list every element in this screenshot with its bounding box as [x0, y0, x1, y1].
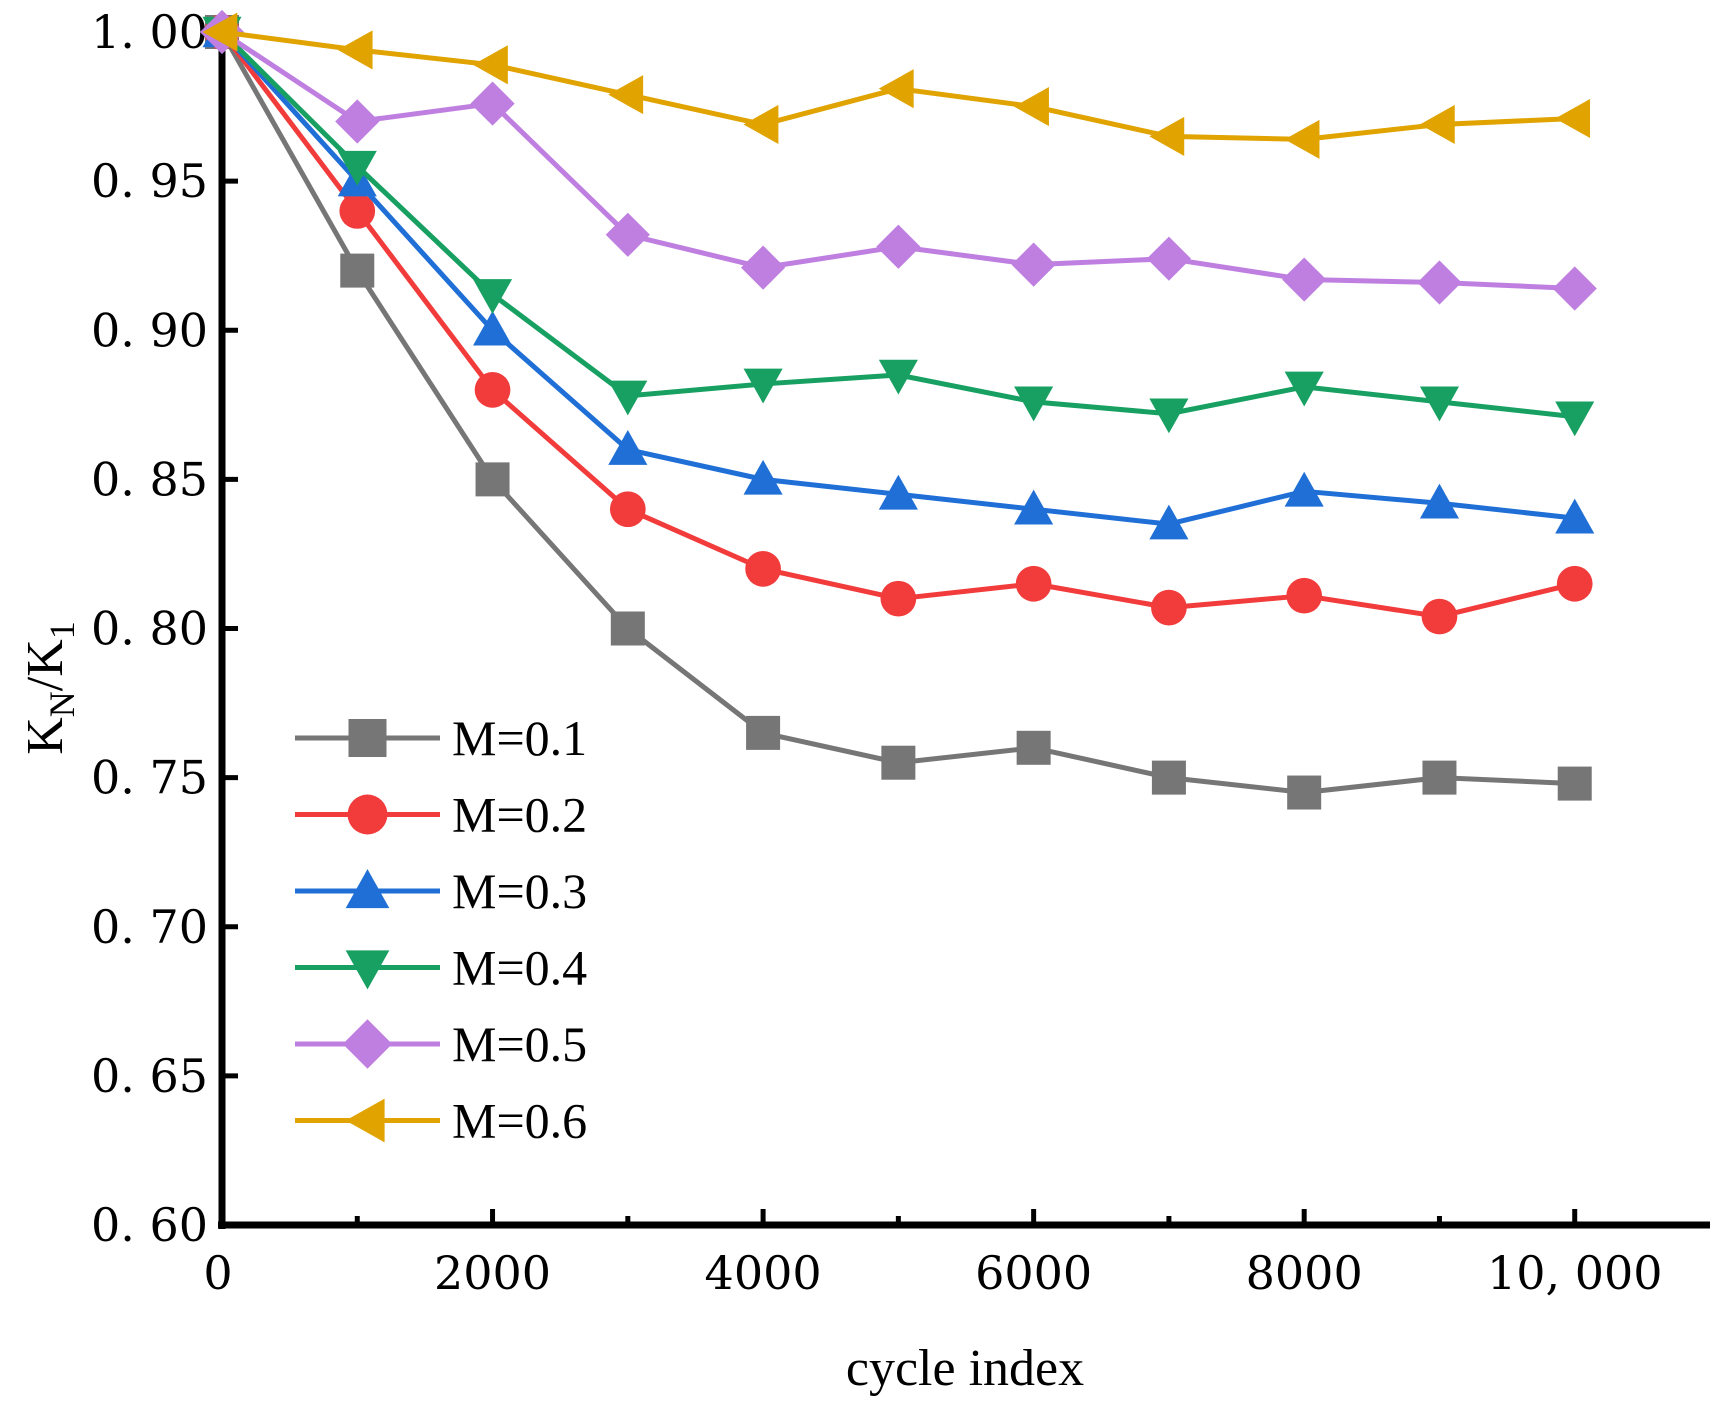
legend-marker — [348, 795, 388, 835]
data-point — [879, 69, 914, 108]
data-point — [473, 279, 512, 314]
data-point — [340, 254, 374, 288]
y-tick-label: 0. 80 — [91, 602, 208, 656]
series-M-0_2 — [204, 14, 1592, 634]
legend-marker — [349, 719, 387, 757]
series-M-0_6 — [202, 12, 1590, 158]
data-point — [1012, 243, 1056, 287]
legend-label: M=0.5 — [452, 1016, 587, 1072]
data-point — [746, 716, 780, 750]
data-point — [744, 105, 779, 144]
legend-label: M=0.3 — [452, 863, 587, 919]
series-line — [222, 32, 1575, 524]
data-point — [1557, 566, 1593, 602]
data-point — [1422, 599, 1458, 635]
x-axis-title: cycle index — [846, 1340, 1084, 1397]
data-point — [881, 746, 915, 780]
series-M-0_1 — [205, 15, 1592, 810]
x-tick-label: 4000 — [705, 1246, 822, 1300]
data-point — [338, 30, 373, 69]
plot-axes: 0. 60 0. 65 0. 70 0. 75 0. 80 0. 85 0. 90 0. 95… — [91, 5, 1710, 1300]
legend: M=0.1 M=0.2 M=0.3 M=0.4 M=0.5 M=0.6 — [295, 710, 587, 1149]
data-point — [876, 225, 920, 269]
x-tick-label: 2000 — [434, 1246, 551, 1300]
data-point — [473, 45, 508, 84]
data-point — [1555, 401, 1594, 436]
legend-marker — [343, 1019, 392, 1068]
y-tick-label: 0. 90 — [91, 303, 208, 357]
y-axis-title-sep: /K — [17, 639, 74, 691]
y-tick-label: 0. 75 — [91, 751, 208, 805]
legend-item: M=0.1 — [295, 710, 587, 766]
data-point — [611, 612, 645, 646]
y-tick-label: 0. 95 — [91, 154, 208, 208]
legend-item: M=0.5 — [295, 1016, 587, 1072]
legend-label: M=0.4 — [452, 940, 587, 996]
legend-item: M=0.2 — [295, 787, 587, 843]
data-point — [1420, 105, 1455, 144]
legend-item: M=0.4 — [295, 940, 587, 996]
y-axis-title-k: K — [17, 717, 74, 755]
series-line — [222, 32, 1575, 793]
y-axis-title-sub-n: N — [42, 691, 82, 717]
data-point — [1149, 117, 1184, 156]
data-point — [741, 246, 785, 290]
x-tick-label: 6000 — [975, 1246, 1092, 1300]
y-tick-label: 1. 00 — [91, 5, 208, 59]
y-tick-label: 0. 85 — [91, 452, 208, 506]
data-point — [1016, 566, 1052, 602]
data-point — [1151, 590, 1187, 626]
data-point — [1017, 731, 1051, 765]
data-point — [475, 372, 511, 408]
x-tick-label: 8000 — [1246, 1246, 1363, 1300]
y-axis-title-sub-1: 1 — [42, 621, 82, 639]
legend-item: M=0.3 — [295, 863, 587, 919]
legend-label: M=0.1 — [452, 710, 587, 766]
data-point — [1285, 120, 1320, 159]
data-point — [1286, 578, 1322, 614]
y-axis-title: KN/K1 — [17, 621, 82, 755]
legend-item: M=0.6 — [295, 1093, 587, 1149]
data-point — [1553, 266, 1597, 310]
data-point — [1152, 761, 1186, 795]
data-point — [1558, 767, 1592, 801]
y-tick-label: 0. 60 — [91, 1198, 208, 1252]
data-point — [1014, 87, 1049, 126]
data-point — [745, 551, 781, 587]
legend-label: M=0.2 — [452, 787, 587, 843]
data-point — [608, 381, 647, 416]
data-point — [1555, 99, 1590, 138]
y-tick-label: 0. 65 — [91, 1049, 208, 1103]
y-tick-label: 0. 70 — [91, 900, 208, 954]
x-tick-label: 10, 000 — [1487, 1246, 1663, 1300]
data-point — [608, 75, 643, 114]
data-point — [335, 99, 379, 143]
data-point — [1417, 260, 1461, 304]
data-point — [1149, 398, 1188, 433]
data-point — [1147, 237, 1191, 281]
legend-label: M=0.6 — [452, 1093, 587, 1149]
legend-marker — [346, 1099, 385, 1143]
data-point — [1282, 257, 1326, 301]
series-layer — [200, 10, 1597, 810]
series-line — [222, 32, 1575, 617]
line-chart: 0. 60 0. 65 0. 70 0. 75 0. 80 0. 85 0. 90 0. 95… — [0, 0, 1714, 1402]
x-tick-label: 0 — [203, 1246, 232, 1300]
data-point — [1285, 472, 1324, 507]
data-point — [476, 462, 510, 496]
data-point — [610, 491, 646, 527]
data-point — [1287, 776, 1321, 810]
data-point — [881, 581, 917, 617]
data-point — [1422, 761, 1456, 795]
